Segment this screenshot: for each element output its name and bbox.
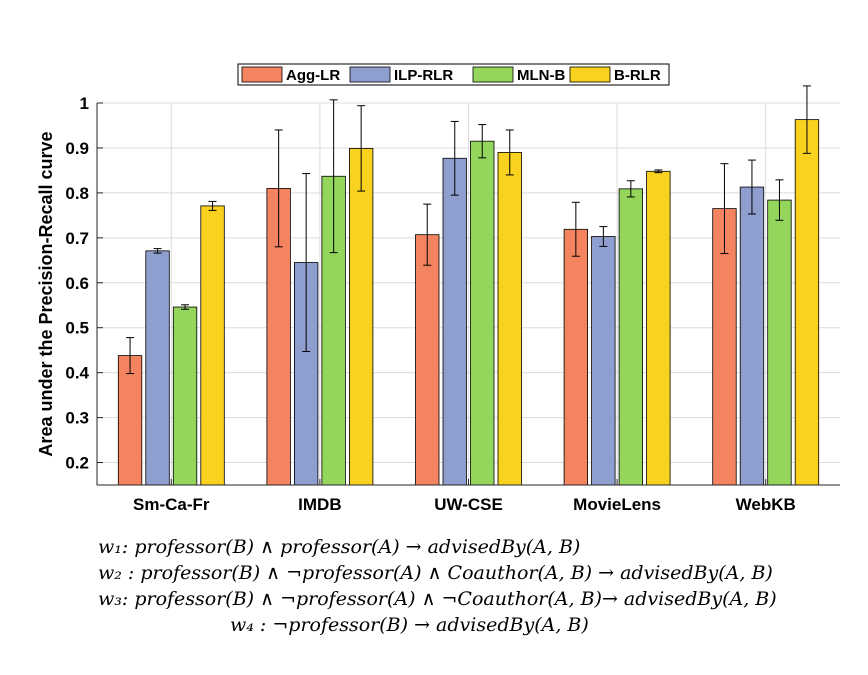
bar-ilp-rlr-webkb xyxy=(739,186,765,486)
legend-label: MLN-B xyxy=(517,67,565,84)
x-tick-label: WebKB xyxy=(736,495,796,514)
y-tick-label: 0.3 xyxy=(65,409,89,428)
y-tick-label: 1 xyxy=(80,94,89,113)
x-tick-label: Sm-Ca-Fr xyxy=(133,495,210,514)
bar-mln-b-webkb xyxy=(767,199,792,486)
legend-swatch xyxy=(241,66,283,83)
bar-b-rlr-uw-cse xyxy=(497,152,522,486)
y-tick-label: 0.5 xyxy=(65,319,89,338)
legend-label: ILP-RLR xyxy=(394,67,453,84)
legend-box xyxy=(237,63,670,86)
formula-w2: w₂ : professor(B) ∧ ¬professor(A) ∧ Coau… xyxy=(98,562,773,584)
y-tick-label: 0.9 xyxy=(65,139,89,158)
y-tick-label: 0.6 xyxy=(65,274,89,293)
bar-b-rlr-imdb xyxy=(348,147,374,486)
formula-w4: w₄ : ¬professor(B) → advisedBy(A, B) xyxy=(230,614,589,636)
bar-agg-lr-movielens xyxy=(563,228,588,486)
formula-w1: w₁: professor(B) ∧ professor(A) → advise… xyxy=(98,536,581,558)
y-tick-label: 0.2 xyxy=(65,454,89,473)
x-tick-label: MovieLens xyxy=(573,495,661,514)
bar-mln-b-movielens xyxy=(618,188,643,486)
bar-b-rlr-sm-ca-fr xyxy=(200,205,225,486)
y-axis-label: Area under the Precision-Recall curve xyxy=(36,131,56,456)
bar-agg-lr-uw-cse xyxy=(415,234,440,486)
bar-ilp-rlr-uw-cse xyxy=(442,157,467,486)
y-tick-label: 0.8 xyxy=(65,184,89,203)
x-tick-label: UW-CSE xyxy=(434,495,503,514)
bar-b-rlr-webkb xyxy=(794,119,820,486)
legend-swatch xyxy=(472,66,514,83)
legend-label: Agg-LR xyxy=(286,67,340,84)
bar-ilp-rlr-movielens xyxy=(591,236,616,486)
bar-mln-b-uw-cse xyxy=(470,140,495,486)
formula-w3: w₃: professor(B) ∧ ¬professor(A) ∧ ¬Coau… xyxy=(98,588,777,610)
bar-mln-b-sm-ca-fr xyxy=(172,306,198,486)
legend-label: B-RLR xyxy=(614,67,661,84)
bar-ilp-rlr-sm-ca-fr xyxy=(145,250,170,486)
legend-swatch xyxy=(349,66,391,83)
chart: 0.2 0.3 0.4 0.5 0.6 0.7 0.8 0.9 1 Sm-Ca-Fr IMDB UW-… xyxy=(36,63,840,514)
y-tick-label: 0.4 xyxy=(65,364,89,383)
x-tick-label: IMDB xyxy=(298,495,341,514)
legend-swatch xyxy=(569,66,611,83)
bar-b-rlr-movielens xyxy=(646,170,671,486)
bar-agg-lr-sm-ca-fr xyxy=(117,355,143,486)
y-tick-label: 0.7 xyxy=(65,229,89,248)
